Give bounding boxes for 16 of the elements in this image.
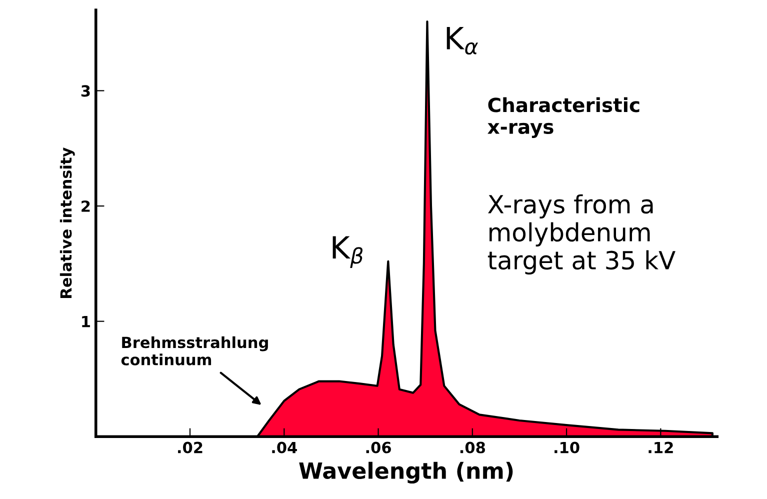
x-tick-label: .10 xyxy=(554,442,580,454)
x-tick-label: .12 xyxy=(648,442,673,454)
annotation: K$_{β}$ xyxy=(332,236,362,268)
y-axis-title: Relative intensity xyxy=(60,148,75,298)
x-tick-label: .04 xyxy=(272,442,297,454)
annotation: Characteristic x-rays xyxy=(488,97,640,138)
annotation: X-rays from a molybdenum target at 35 kV xyxy=(488,194,676,274)
x-tick-label: .02 xyxy=(178,442,202,454)
x-tick-label: .08 xyxy=(460,442,485,454)
y-tick-label: 3 xyxy=(81,85,90,97)
y-tick-label: 1 xyxy=(82,316,90,328)
annotation: K$_{α}$ xyxy=(446,26,478,55)
x-axis-title: Wavelength (nm) xyxy=(299,462,513,484)
x-tick-label: .06 xyxy=(366,442,391,454)
annotation: Brehmsstrahlung continuum xyxy=(121,336,268,366)
y-tick-label: 2 xyxy=(82,200,90,212)
